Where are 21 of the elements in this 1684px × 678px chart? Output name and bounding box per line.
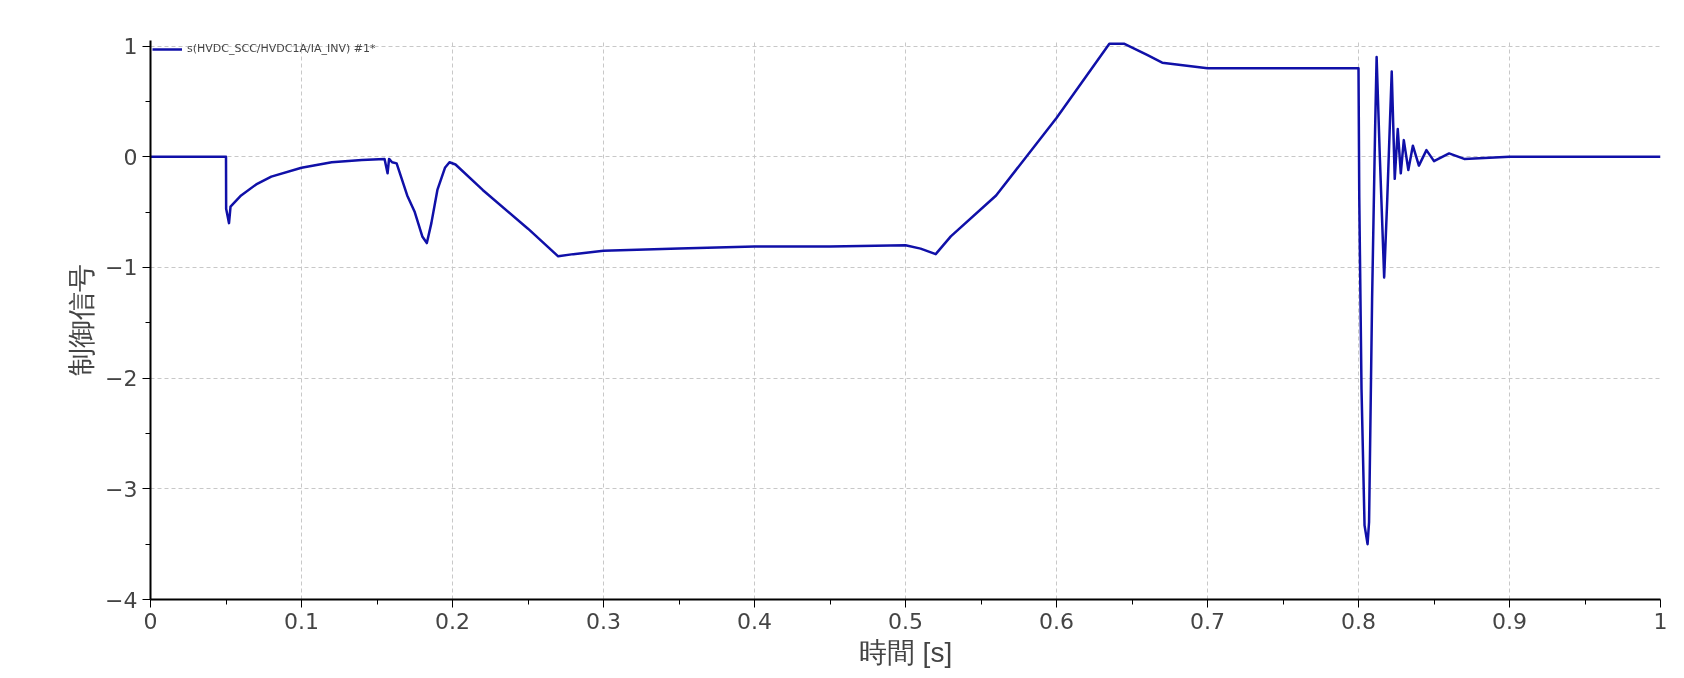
x-tick-label: 1 xyxy=(1653,608,1668,634)
y-tick-label: −2 xyxy=(105,366,138,392)
x-tick-label: 0.2 xyxy=(435,608,471,634)
y-axis-title: 制御信号 xyxy=(66,264,98,376)
legend-label: s(HVDC_SCC/HVDC1A/IA_INV) #1* xyxy=(187,42,376,55)
y-tick-label: −4 xyxy=(105,587,138,613)
x-tick-label: 0.8 xyxy=(1341,608,1377,634)
y-tick-label: 1 xyxy=(123,34,138,60)
line-series xyxy=(150,42,1661,546)
x-tick-label: 0.7 xyxy=(1190,608,1226,634)
x-tick-label: 0.9 xyxy=(1492,608,1528,634)
x-tick-label: 0.3 xyxy=(586,608,622,634)
x-tick-label: 0.4 xyxy=(737,608,773,634)
y-tick-label: −1 xyxy=(105,255,138,281)
y-tick-label: −3 xyxy=(105,476,138,502)
y-tick-label: 0 xyxy=(123,144,138,170)
x-tick-label: 0.6 xyxy=(1039,608,1075,634)
x-tick-label: 0.5 xyxy=(888,608,924,634)
x-tick-label: 0.1 xyxy=(284,608,320,634)
x-axis-title: 時間 [s] xyxy=(858,636,953,668)
x-tick-label: 0 xyxy=(143,608,158,634)
